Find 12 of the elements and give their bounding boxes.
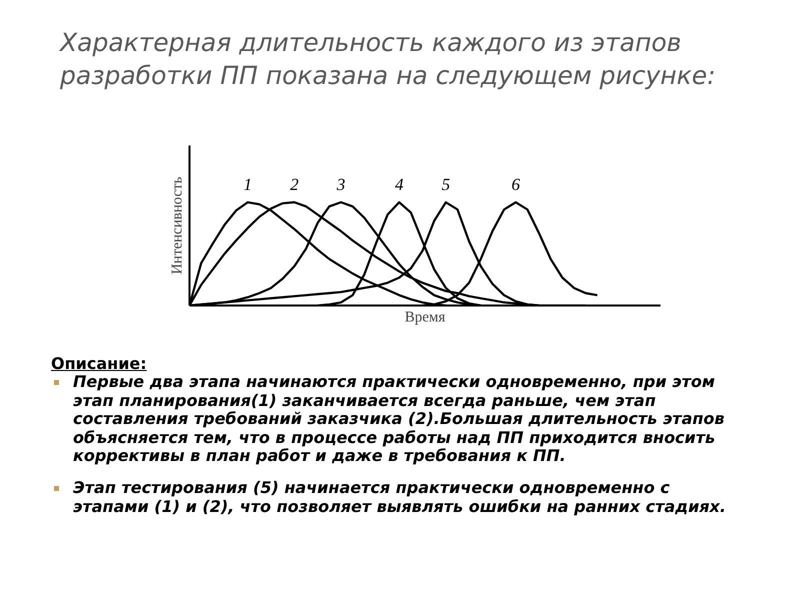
series-label: 6 <box>511 174 520 194</box>
y-axis-title: Интенсивность <box>170 176 186 274</box>
series-label: 2 <box>290 174 300 194</box>
chart-title: Характерная длительность каждого из этапов разработки ПП показана на следующем рисунке: <box>60 27 717 92</box>
series-label: 5 <box>442 174 450 194</box>
series-label: 1 <box>244 174 252 194</box>
series-label: 4 <box>394 174 404 194</box>
text: Описание: <box>51 354 148 374</box>
text: Первые два этапа начинаются практически одновременно, при этом этап планирования(1) заканчивается всегда раньше, чем этап составления требований заказчика (2).Большая длительность этапов объясняется тем, что в процессе работы над ПП приходится вносить коррективы в план работ и даже в требования к ПП. <box>73 372 726 466</box>
text: Этап тестирования (5) начинается практически одновременно с этапами (1) и (2), что позволяет выявлять ошибки на ранних стадиях. <box>73 478 727 516</box>
x-axis-title: Время <box>404 310 446 326</box>
series-label: 3 <box>336 174 346 194</box>
